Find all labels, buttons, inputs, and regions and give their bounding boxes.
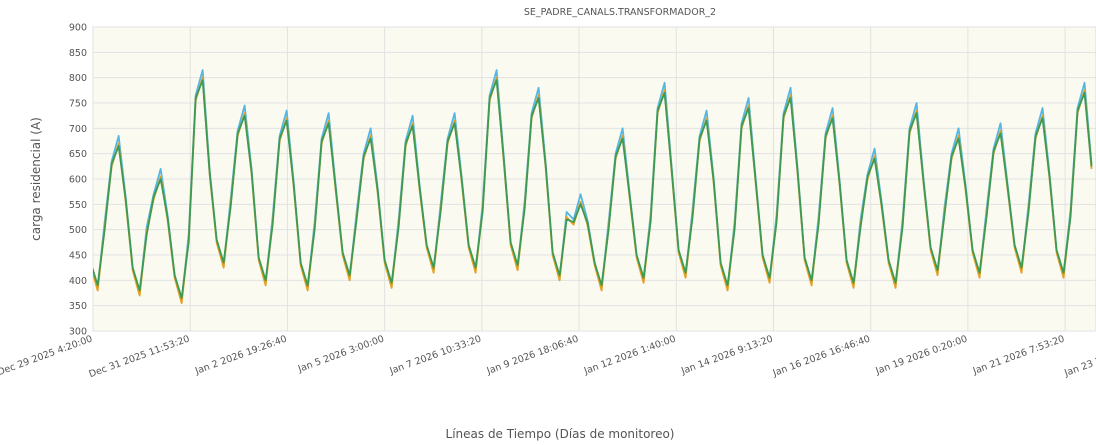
x-axis-label: Líneas de Tiempo (Días de monitoreo) [446, 427, 675, 441]
y-tick-label: 600 [69, 175, 87, 186]
x-tick-label: Jan 7 2026 10:33:20 [387, 333, 482, 377]
grid [92, 26, 1096, 332]
y-tick-label: 350 [69, 301, 87, 312]
y-tick-label: 900 [69, 23, 87, 34]
y-tick-label: 300 [69, 327, 87, 338]
series-line [93, 79, 1093, 299]
y-tick-label: 500 [69, 225, 87, 236]
y-tick-label: 700 [69, 124, 87, 135]
x-tick-label: Jan 5 2026 3:00:00 [296, 333, 386, 375]
y-tick-label: 750 [69, 99, 87, 110]
x-tick-label: Jan 16 2026 16:46:40 [771, 333, 872, 379]
series-lines [93, 69, 1093, 305]
x-tick-label: Jan 9 2026 18:06:40 [485, 333, 580, 377]
x-tick-label: Jan 23 2026 15:26:40 [1062, 333, 1096, 379]
x-tick-label: Jan 19 2026 0:20:00 [873, 333, 968, 377]
x-tick-label: Dec 29 2025 4:20:00 [0, 333, 94, 378]
x-tick-label: Jan 2 2026 19:26:40 [193, 333, 288, 377]
x-tick-label: Dec 31 2025 11:53:20 [88, 333, 192, 380]
x-tick-label: Jan 12 2026 1:40:00 [582, 333, 677, 377]
y-tick-label: 450 [69, 251, 87, 262]
y-tick-label: 550 [69, 200, 87, 211]
y-tick-label: 650 [69, 149, 87, 160]
chart-title: SE_PADRE_CANALS.TRANSFORMADOR_2 [524, 7, 716, 18]
x-tick-label: Jan 14 2026 9:13:20 [679, 333, 774, 377]
y-axis-label: carga residencial (A) [29, 117, 43, 241]
y-tick-label: 800 [69, 73, 87, 84]
y-tick-label: 850 [69, 48, 87, 59]
x-tick-label: Jan 21 2026 7:53:20 [971, 333, 1066, 377]
y-tick-label: 400 [69, 276, 87, 287]
